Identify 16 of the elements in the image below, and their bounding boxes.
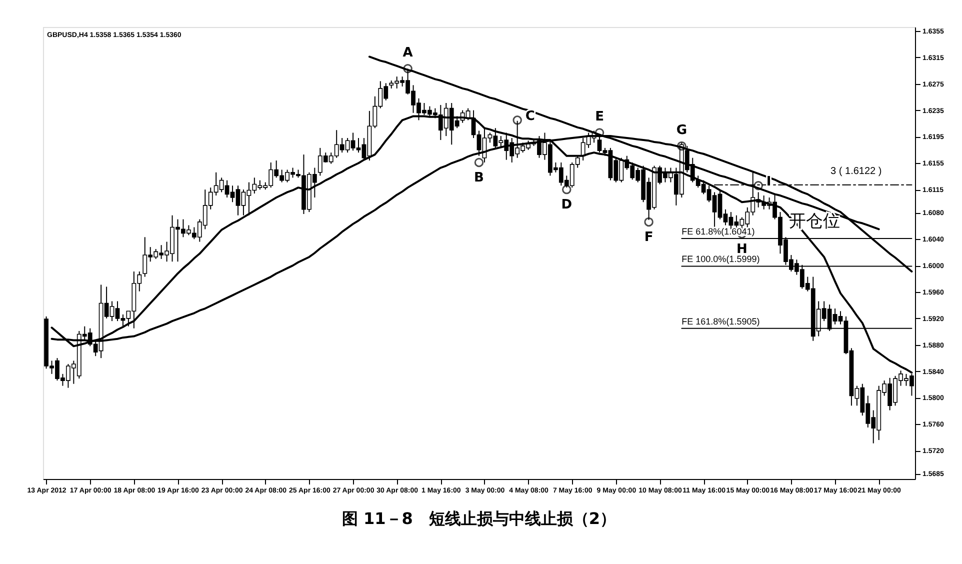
series-label: 3 ( 1.6122 ) <box>830 166 882 177</box>
point <box>754 180 763 190</box>
point <box>644 217 654 227</box>
point <box>403 64 412 74</box>
point <box>594 128 604 138</box>
point <box>512 116 522 125</box>
data-label: A <box>402 46 413 61</box>
data-label: F <box>644 230 654 245</box>
data-label: B <box>474 170 484 186</box>
series-label: FE 161.8%(1.5905) <box>682 316 760 326</box>
series-label: FE 100.0%(1.5999) <box>682 254 760 264</box>
data-label: D <box>561 198 572 213</box>
data-label: E <box>595 110 604 125</box>
text: 图 11－8 短线止损与中线止损（2） <box>342 509 616 528</box>
data-label: G <box>676 122 687 138</box>
data-label: H <box>736 242 748 257</box>
